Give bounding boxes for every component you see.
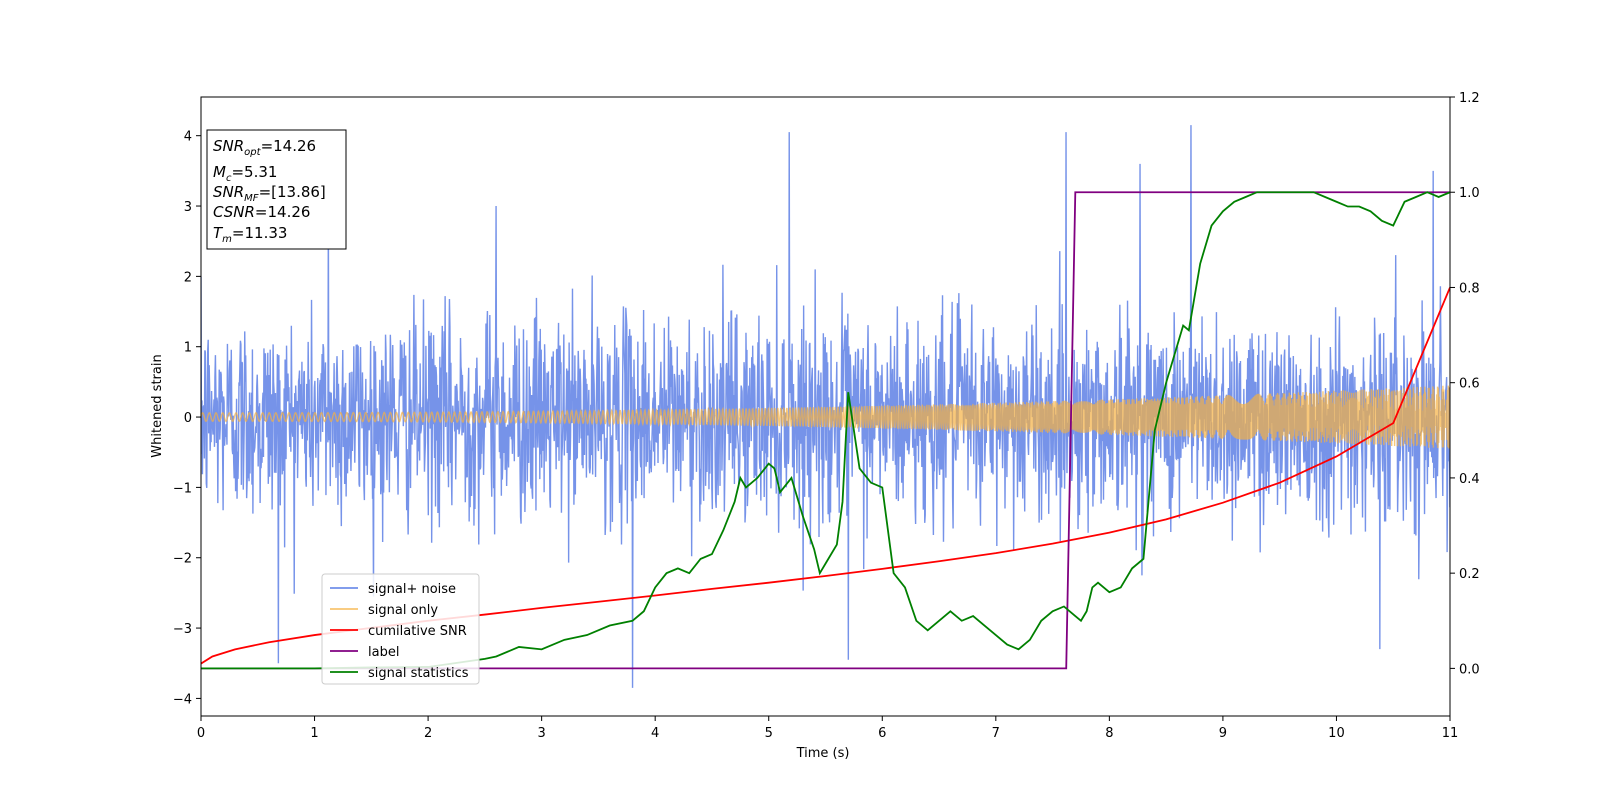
x-tick-label: 6 <box>878 726 886 741</box>
x-tick-label: 7 <box>992 726 1000 741</box>
legend-label: cumilative SNR <box>368 624 467 639</box>
legend-frame <box>321 573 480 685</box>
left-y-tick-label: −2 <box>173 552 192 567</box>
left-y-axis-ticks: −4 −3 −2 −1 0 1 2 3 4 <box>173 130 201 707</box>
right-y-axis-ticks: 0.0 0.2 0.4 0.6 0.8 1.0 1.2 <box>1450 91 1480 677</box>
left-y-tick-label: −3 <box>173 622 192 637</box>
signal-only-line <box>201 385 1450 449</box>
annotation-line: Tm=11.33 <box>213 224 287 245</box>
x-tick-label: 3 <box>537 726 545 741</box>
x-tick-label: 2 <box>424 726 432 741</box>
x-tick-label: 9 <box>1219 726 1227 741</box>
annotation-symbol: SNR <box>213 137 244 155</box>
annotation-line: CSNR=14.26 <box>213 203 310 221</box>
legend-label: signal+ noise <box>368 582 456 597</box>
left-y-tick-label: 0 <box>184 411 192 426</box>
left-y-tick-label: 2 <box>184 270 192 285</box>
x-tick-label: 11 <box>1442 726 1459 741</box>
annotation-symbol: SNR <box>213 183 244 201</box>
legend-label: signal statistics <box>368 666 469 681</box>
right-y-tick-label: 0.4 <box>1459 472 1480 487</box>
x-tick-label: 5 <box>765 726 773 741</box>
annotation-line: SNRMF=[13.86] <box>213 183 326 204</box>
x-axis-label: Time (s) <box>796 746 850 761</box>
x-tick-label: 0 <box>197 726 205 741</box>
left-y-tick-label: −4 <box>173 692 192 707</box>
x-tick-label: 10 <box>1328 726 1345 741</box>
annotation-symbol: M <box>213 163 226 181</box>
cumulative-snr-line <box>201 287 1450 665</box>
right-y-tick-label: 1.2 <box>1459 91 1480 106</box>
annotation-frame <box>206 129 347 250</box>
annotation-value: =11.33 <box>232 224 288 242</box>
x-tick-label: 4 <box>651 726 659 741</box>
annotation-subscript: m <box>222 234 232 245</box>
signal-statistics-line <box>201 191 1450 670</box>
y-axis-label: Whitened strain <box>150 354 165 457</box>
plot-area <box>201 125 1450 688</box>
right-y-tick-label: 1.0 <box>1459 186 1480 201</box>
annotation-value: =[13.86] <box>259 183 326 201</box>
right-y-tick-label: 0.2 <box>1459 567 1480 582</box>
left-y-tick-label: −1 <box>173 481 192 496</box>
x-tick-label: 8 <box>1105 726 1113 741</box>
right-y-tick-label: 0.8 <box>1459 281 1480 296</box>
annotation-value: =5.31 <box>231 163 277 181</box>
axes-frame <box>200 96 1451 717</box>
left-y-tick-label: 4 <box>184 130 192 145</box>
x-tick-label: 1 <box>310 726 318 741</box>
x-axis-ticks: 0 1 2 3 4 5 6 7 8 9 10 11 <box>197 716 1458 741</box>
annotation-value: =14.26 <box>261 137 317 155</box>
annotation-symbol: CSNR <box>213 203 255 221</box>
stats-annotation-box: SNRopt=14.26Mc=5.31SNRMF=[13.86]CSNR=14.… <box>206 129 347 250</box>
left-y-tick-label: 3 <box>184 200 192 215</box>
annotation-value: =14.26 <box>255 203 311 221</box>
right-y-tick-label: 0.6 <box>1459 377 1480 392</box>
annotation-line: Mc=5.31 <box>213 163 277 184</box>
annotation-subscript: MF <box>244 193 259 204</box>
right-y-tick-label: 0.0 <box>1459 662 1480 677</box>
annotation-subscript: opt <box>244 147 261 158</box>
legend-label: label <box>368 645 399 660</box>
signal-only-series <box>201 385 1450 449</box>
left-y-tick-label: 1 <box>184 341 192 356</box>
legend: signal+ noise signal only cumilative SNR la… <box>321 573 480 685</box>
annotation-symbol: T <box>213 224 224 242</box>
annotation-line: SNRopt=14.26 <box>213 137 316 158</box>
legend-label: signal only <box>368 603 438 618</box>
annotation-subscript: c <box>226 173 232 184</box>
